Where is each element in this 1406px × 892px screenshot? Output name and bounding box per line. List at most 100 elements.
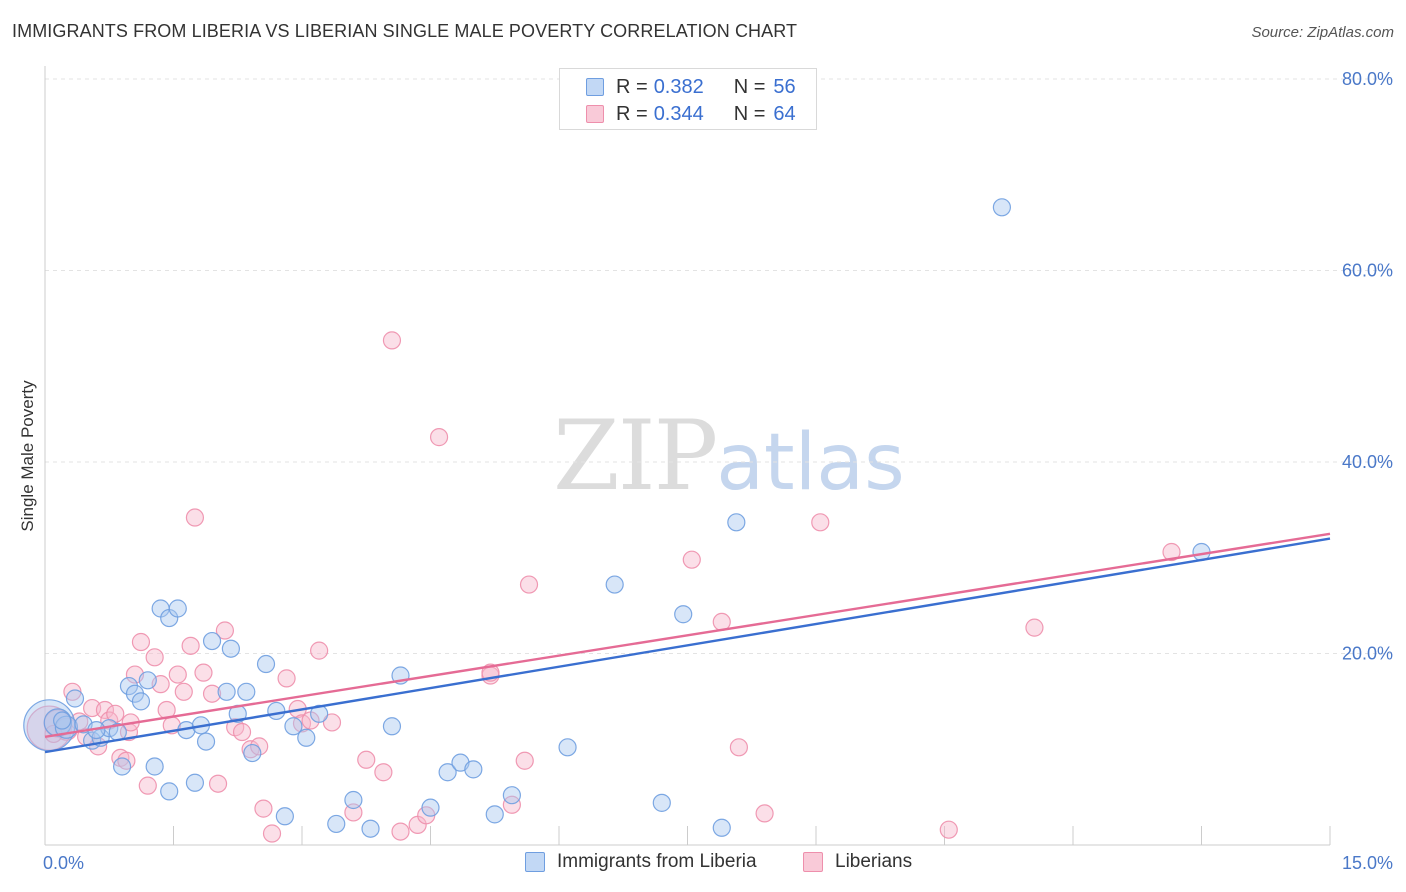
point-liberians [729, 738, 749, 757]
point-liberians [174, 682, 193, 701]
point-immigrants [382, 717, 402, 736]
point-immigrants [361, 819, 380, 838]
point-liberians [344, 803, 363, 822]
watermark-zip: ZIP [553, 400, 718, 512]
legend-n-value: 64 [773, 102, 796, 125]
point-immigrants [310, 704, 329, 723]
point-immigrants [267, 701, 286, 721]
series-legend: Immigrants from Liberia Liberians [0, 851, 1406, 877]
point-liberians [145, 648, 164, 667]
y-tick-label: 40.0% [1342, 452, 1393, 472]
point-immigrants [344, 790, 363, 810]
y-tick-label: 60.0% [1342, 261, 1393, 281]
point-immigrants [202, 631, 222, 651]
legend-r-label: R = [616, 102, 648, 125]
point-liberians [429, 428, 449, 447]
point-liberians [310, 641, 329, 660]
legend-n-label: N = [733, 102, 766, 125]
legend-row-liberians: R = 0.344 N = 64 [586, 102, 796, 126]
source-label: Source: ZipAtlas.com [1251, 24, 1394, 41]
point-liberians [391, 822, 410, 841]
point-liberians [131, 632, 151, 652]
point-immigrants [674, 605, 693, 624]
point-immigrants [727, 513, 746, 532]
point-immigrants [145, 757, 164, 776]
legend-r-label: R = [616, 75, 648, 98]
point-liberians [194, 663, 213, 682]
legend-swatch-pink [586, 105, 604, 123]
point-immigrants [558, 738, 577, 757]
point-liberians [515, 751, 534, 770]
point-immigrants [502, 786, 521, 805]
point-immigrants [221, 639, 240, 658]
point-liberians [254, 799, 273, 818]
point-immigrants [256, 654, 276, 674]
point-liberians [1162, 542, 1181, 562]
legend-n-label: N = [733, 75, 766, 98]
legend-r-value: 0.344 [653, 102, 704, 125]
point-liberians [262, 824, 282, 843]
point-liberians [682, 550, 701, 569]
legend-swatch-pink [803, 852, 823, 872]
point-immigrants [438, 763, 457, 782]
point-immigrants [712, 818, 731, 837]
point-immigrants [992, 198, 1011, 217]
point-liberians [277, 669, 296, 688]
point-immigrants [243, 743, 262, 763]
legend-swatch-blue [586, 78, 604, 96]
point-liberians [95, 700, 115, 720]
legend-n-value: 56 [773, 75, 796, 98]
point-liberians [1025, 618, 1044, 637]
point-liberians [502, 795, 521, 814]
point-immigrants [168, 599, 187, 618]
trendline-liberians [44, 532, 1331, 738]
point-liberians [382, 331, 402, 350]
point-immigrants [138, 671, 157, 690]
point-liberians [519, 575, 539, 594]
point-immigrants [65, 689, 85, 708]
point-liberians [202, 684, 222, 703]
legend-label-liberians: Liberians [835, 851, 913, 872]
point-immigrants [605, 575, 624, 594]
point-liberians [250, 737, 269, 756]
x-tick-label: 0.0% [43, 853, 84, 873]
point-immigrants [217, 682, 236, 701]
point-immigrants [160, 782, 179, 801]
watermark-atlas: atlas [716, 418, 905, 508]
point-liberians [374, 763, 393, 782]
y-tick-label: 20.0% [1342, 644, 1393, 664]
point-immigrants [421, 798, 440, 817]
point-liberians [138, 776, 157, 795]
chart-title: IMMIGRANTS FROM LIBERIA VS LIBERIAN SING… [12, 21, 798, 41]
point-immigrants [237, 682, 256, 701]
point-immigrants [112, 757, 132, 776]
point-liberians [208, 774, 228, 793]
point-liberians [811, 513, 830, 532]
point-liberians [357, 750, 376, 769]
y-tick-label: 80.0% [1342, 69, 1393, 89]
point-immigrants [53, 711, 72, 730]
point-liberians [181, 636, 200, 655]
point-liberians [185, 508, 205, 527]
legend-swatch-blue [525, 852, 545, 872]
legend-item-immigrants: Immigrants from Liberia [525, 851, 757, 873]
trendline-immigrants [44, 537, 1331, 754]
point-immigrants [275, 807, 294, 826]
point-immigrants [297, 728, 316, 747]
point-liberians [215, 621, 234, 640]
point-immigrants [185, 773, 205, 792]
point-liberians [322, 713, 342, 732]
point-liberians [755, 804, 774, 823]
x-tick-label: 15.0% [1342, 853, 1393, 873]
point-liberians [939, 820, 958, 839]
point-immigrants [464, 760, 483, 779]
stats-legend: R = 0.382 N = 56 R = 0.344 N = 64 [559, 68, 817, 130]
point-immigrants [196, 732, 216, 751]
legend-row-immigrants: R = 0.382 N = 56 [586, 75, 796, 99]
point-immigrants [284, 717, 303, 736]
legend-r-value: 0.382 [653, 75, 704, 98]
watermark: ZIPatlas [553, 400, 905, 512]
point-liberians [232, 722, 252, 742]
point-immigrants [652, 793, 671, 812]
